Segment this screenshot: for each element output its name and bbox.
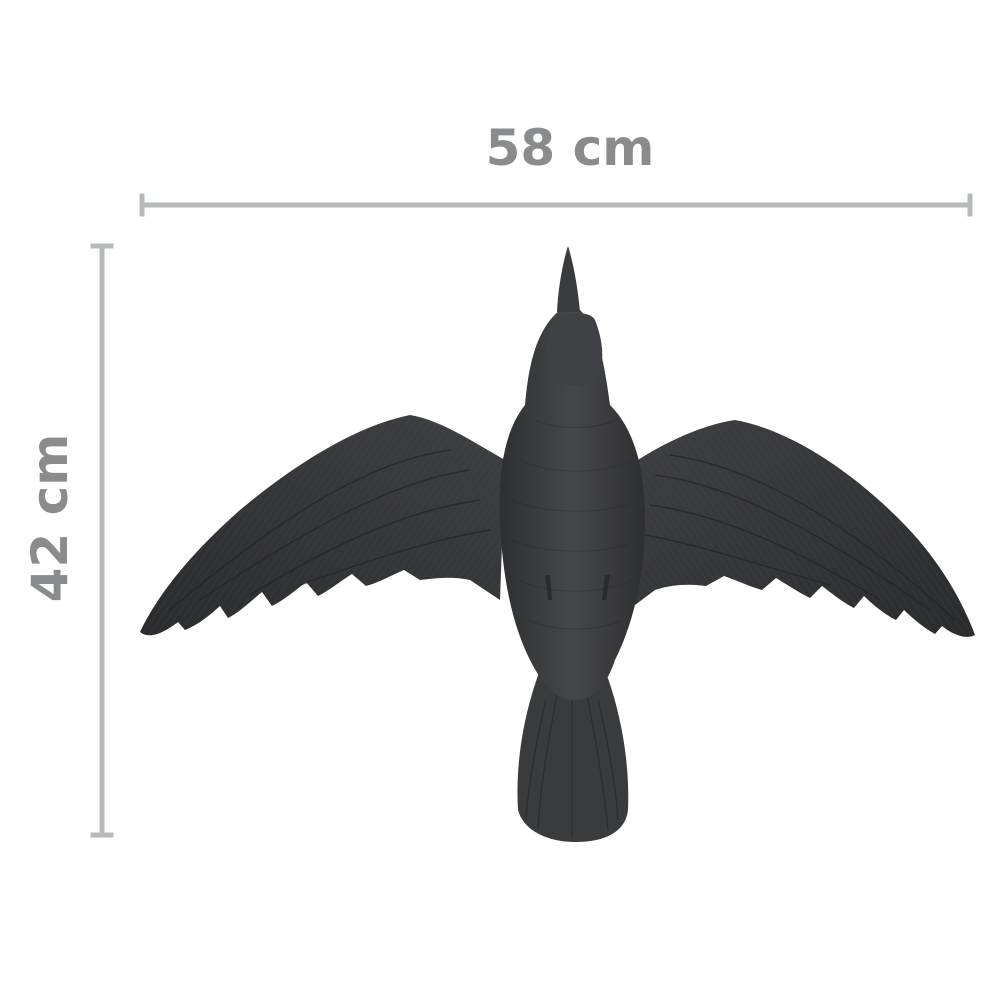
right-foot [602, 575, 610, 600]
tail [517, 670, 629, 842]
left-foot [545, 575, 552, 600]
height-dimension-label: 42 cm [21, 433, 79, 603]
width-dimension-label: 58 cm [485, 119, 655, 177]
head [546, 246, 603, 386]
beak [557, 246, 580, 312]
right-wing [630, 420, 975, 637]
body [499, 310, 645, 700]
left-wing [140, 415, 505, 636]
